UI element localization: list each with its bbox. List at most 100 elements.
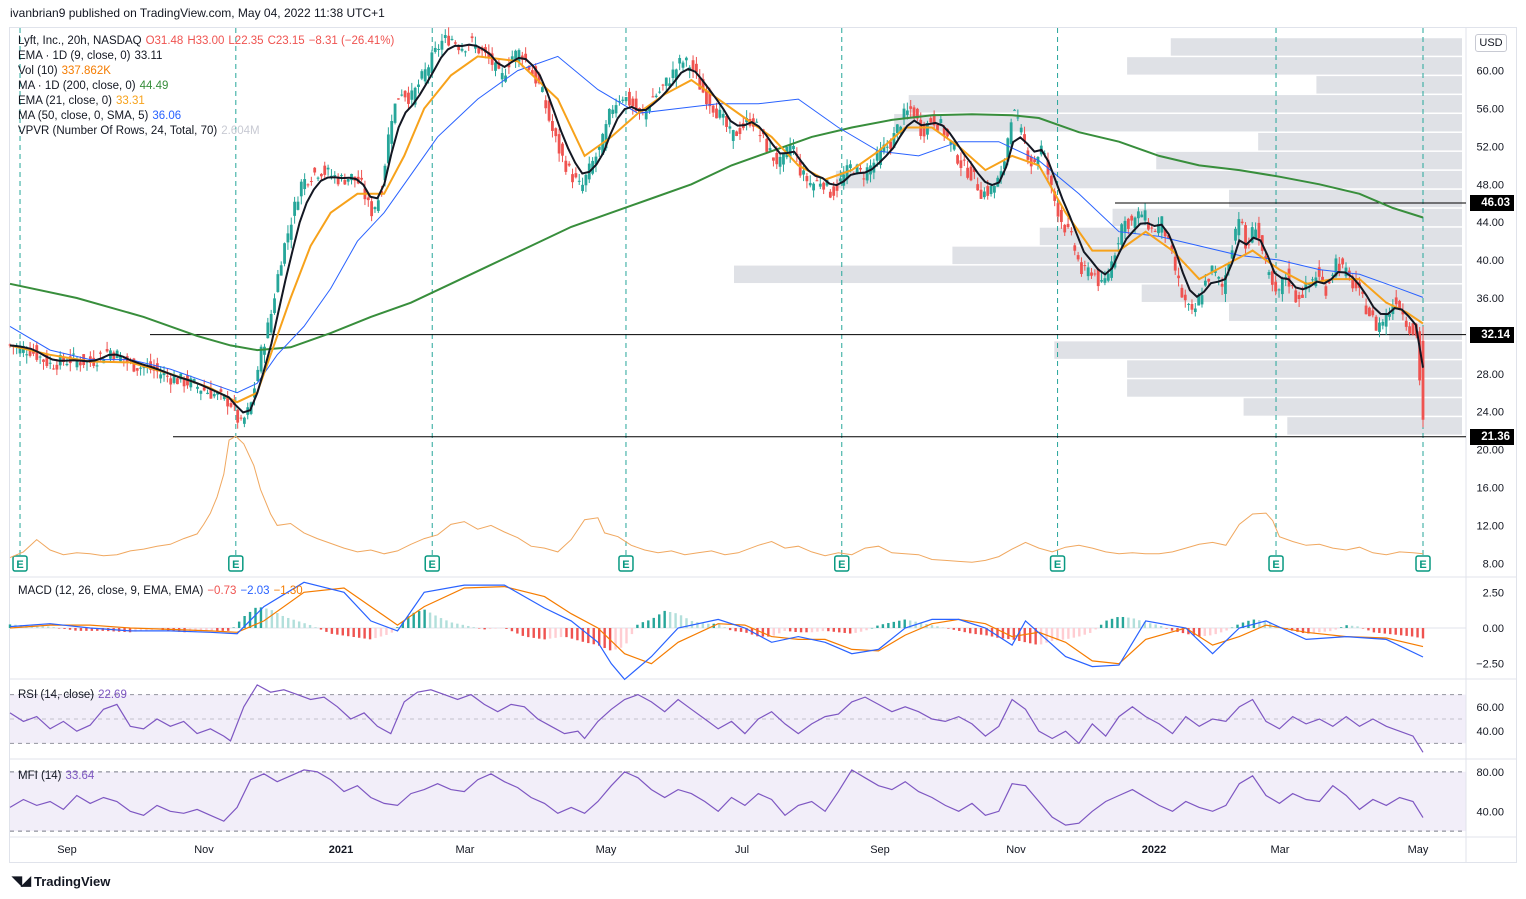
legend-row: EMA · 1D (9, close, 0) 33.11 bbox=[18, 49, 394, 64]
candle bbox=[668, 77, 672, 88]
candle bbox=[1123, 216, 1127, 239]
candle-body bbox=[119, 355, 122, 362]
candle-body bbox=[229, 403, 233, 407]
candle-body bbox=[1029, 156, 1033, 167]
candle bbox=[909, 99, 913, 118]
candle-body bbox=[1381, 321, 1385, 326]
candle bbox=[72, 347, 76, 360]
candle bbox=[1210, 265, 1214, 276]
legend-series-name: MA (50, close, 0, SMA, 5) bbox=[18, 110, 149, 122]
candle-body bbox=[1334, 258, 1338, 277]
price-tick-label: 56.00 bbox=[1476, 104, 1504, 116]
candle-body bbox=[242, 417, 246, 424]
candle-body bbox=[551, 121, 554, 131]
candle-body bbox=[956, 155, 959, 164]
candle-body bbox=[1193, 308, 1197, 313]
candle-body bbox=[212, 393, 216, 397]
candle-body bbox=[360, 177, 363, 180]
candle-body bbox=[1280, 277, 1284, 295]
candle bbox=[440, 33, 444, 57]
candle bbox=[681, 60, 685, 72]
candle bbox=[1059, 205, 1063, 229]
candle bbox=[1294, 288, 1298, 303]
macd-hist-bar bbox=[718, 624, 721, 628]
price-level-tag: 32.14 bbox=[1470, 326, 1514, 343]
macd-hist-bar bbox=[483, 628, 486, 630]
candle-body bbox=[1230, 250, 1234, 259]
candle bbox=[15, 343, 19, 355]
macd-hist-bar bbox=[1394, 628, 1397, 635]
macd-hist-bar bbox=[1307, 628, 1310, 634]
macd-hist-bar bbox=[788, 628, 792, 632]
price-tick-label: 52.00 bbox=[1476, 141, 1504, 153]
candle bbox=[628, 88, 631, 107]
candle bbox=[1404, 316, 1408, 331]
candle-body bbox=[547, 100, 551, 121]
candle-body bbox=[192, 379, 196, 383]
legend-value: −0.73 bbox=[207, 585, 237, 597]
macd-hist-bar bbox=[848, 628, 852, 634]
candle-body bbox=[530, 70, 534, 75]
candle bbox=[725, 113, 728, 133]
macd-hist-bar bbox=[1127, 617, 1130, 628]
candle-body bbox=[263, 346, 266, 355]
macd-hist-bar bbox=[707, 623, 710, 628]
candle bbox=[999, 165, 1003, 184]
candle bbox=[527, 65, 531, 72]
candle bbox=[1100, 271, 1103, 283]
candle bbox=[1183, 289, 1187, 308]
candle bbox=[959, 152, 963, 177]
macd-hist-bar bbox=[1061, 628, 1065, 640]
candle bbox=[343, 173, 347, 185]
candle-body bbox=[1207, 278, 1211, 282]
vpvr-bar bbox=[1127, 360, 1462, 378]
macd-hist-bar bbox=[974, 628, 977, 635]
candle-body bbox=[283, 243, 286, 264]
candle bbox=[731, 129, 735, 149]
candle-body bbox=[1070, 231, 1073, 233]
candle bbox=[226, 390, 230, 415]
macd-hist-bar bbox=[390, 628, 394, 633]
tradingview-brand[interactable]: ◥◢ TradingView bbox=[12, 873, 110, 889]
macd-hist-bar bbox=[281, 615, 284, 628]
candle bbox=[547, 99, 551, 123]
candle bbox=[1157, 217, 1160, 237]
candle-body bbox=[1153, 230, 1157, 233]
candle-body bbox=[142, 367, 146, 369]
candle-body bbox=[628, 91, 631, 106]
candle bbox=[581, 177, 584, 194]
earnings-label: E bbox=[429, 559, 436, 571]
candle bbox=[1019, 124, 1023, 135]
macd-hist-bar bbox=[139, 628, 143, 632]
candle-body bbox=[909, 106, 913, 109]
macd-hist-bar bbox=[412, 612, 415, 628]
macd-hist-bar bbox=[576, 628, 579, 641]
candle-body bbox=[527, 66, 531, 70]
currency-button[interactable]: USD bbox=[1475, 34, 1507, 52]
legend-series-name: EMA · 1D (9, close, 0) bbox=[18, 50, 131, 62]
macd-hist-bar bbox=[1116, 617, 1119, 628]
macd-hist-bar bbox=[636, 624, 639, 628]
candle-body bbox=[671, 69, 675, 79]
price-tick-label: 48.00 bbox=[1476, 179, 1504, 191]
macd-hist-bar bbox=[417, 611, 421, 628]
macd-hist-bar bbox=[810, 628, 814, 633]
earnings-label: E bbox=[622, 559, 629, 571]
candle bbox=[393, 103, 397, 125]
candle bbox=[695, 56, 698, 79]
candle-body bbox=[634, 98, 638, 111]
candle-body bbox=[1327, 281, 1331, 284]
earnings-label: E bbox=[1054, 559, 1061, 571]
macd-hist-bar bbox=[494, 628, 497, 629]
macd-hist-bar bbox=[723, 627, 726, 628]
candle-body bbox=[1133, 217, 1137, 229]
candle-body bbox=[196, 386, 199, 389]
macd-hist-bar bbox=[1361, 628, 1365, 629]
tradingview-logo-icon: ◥◢ bbox=[12, 873, 31, 888]
candle-body bbox=[1140, 214, 1144, 218]
candle-body bbox=[45, 353, 49, 366]
macd-hist-bar bbox=[1089, 628, 1092, 633]
candle bbox=[1073, 242, 1077, 256]
candle-body bbox=[765, 138, 769, 152]
